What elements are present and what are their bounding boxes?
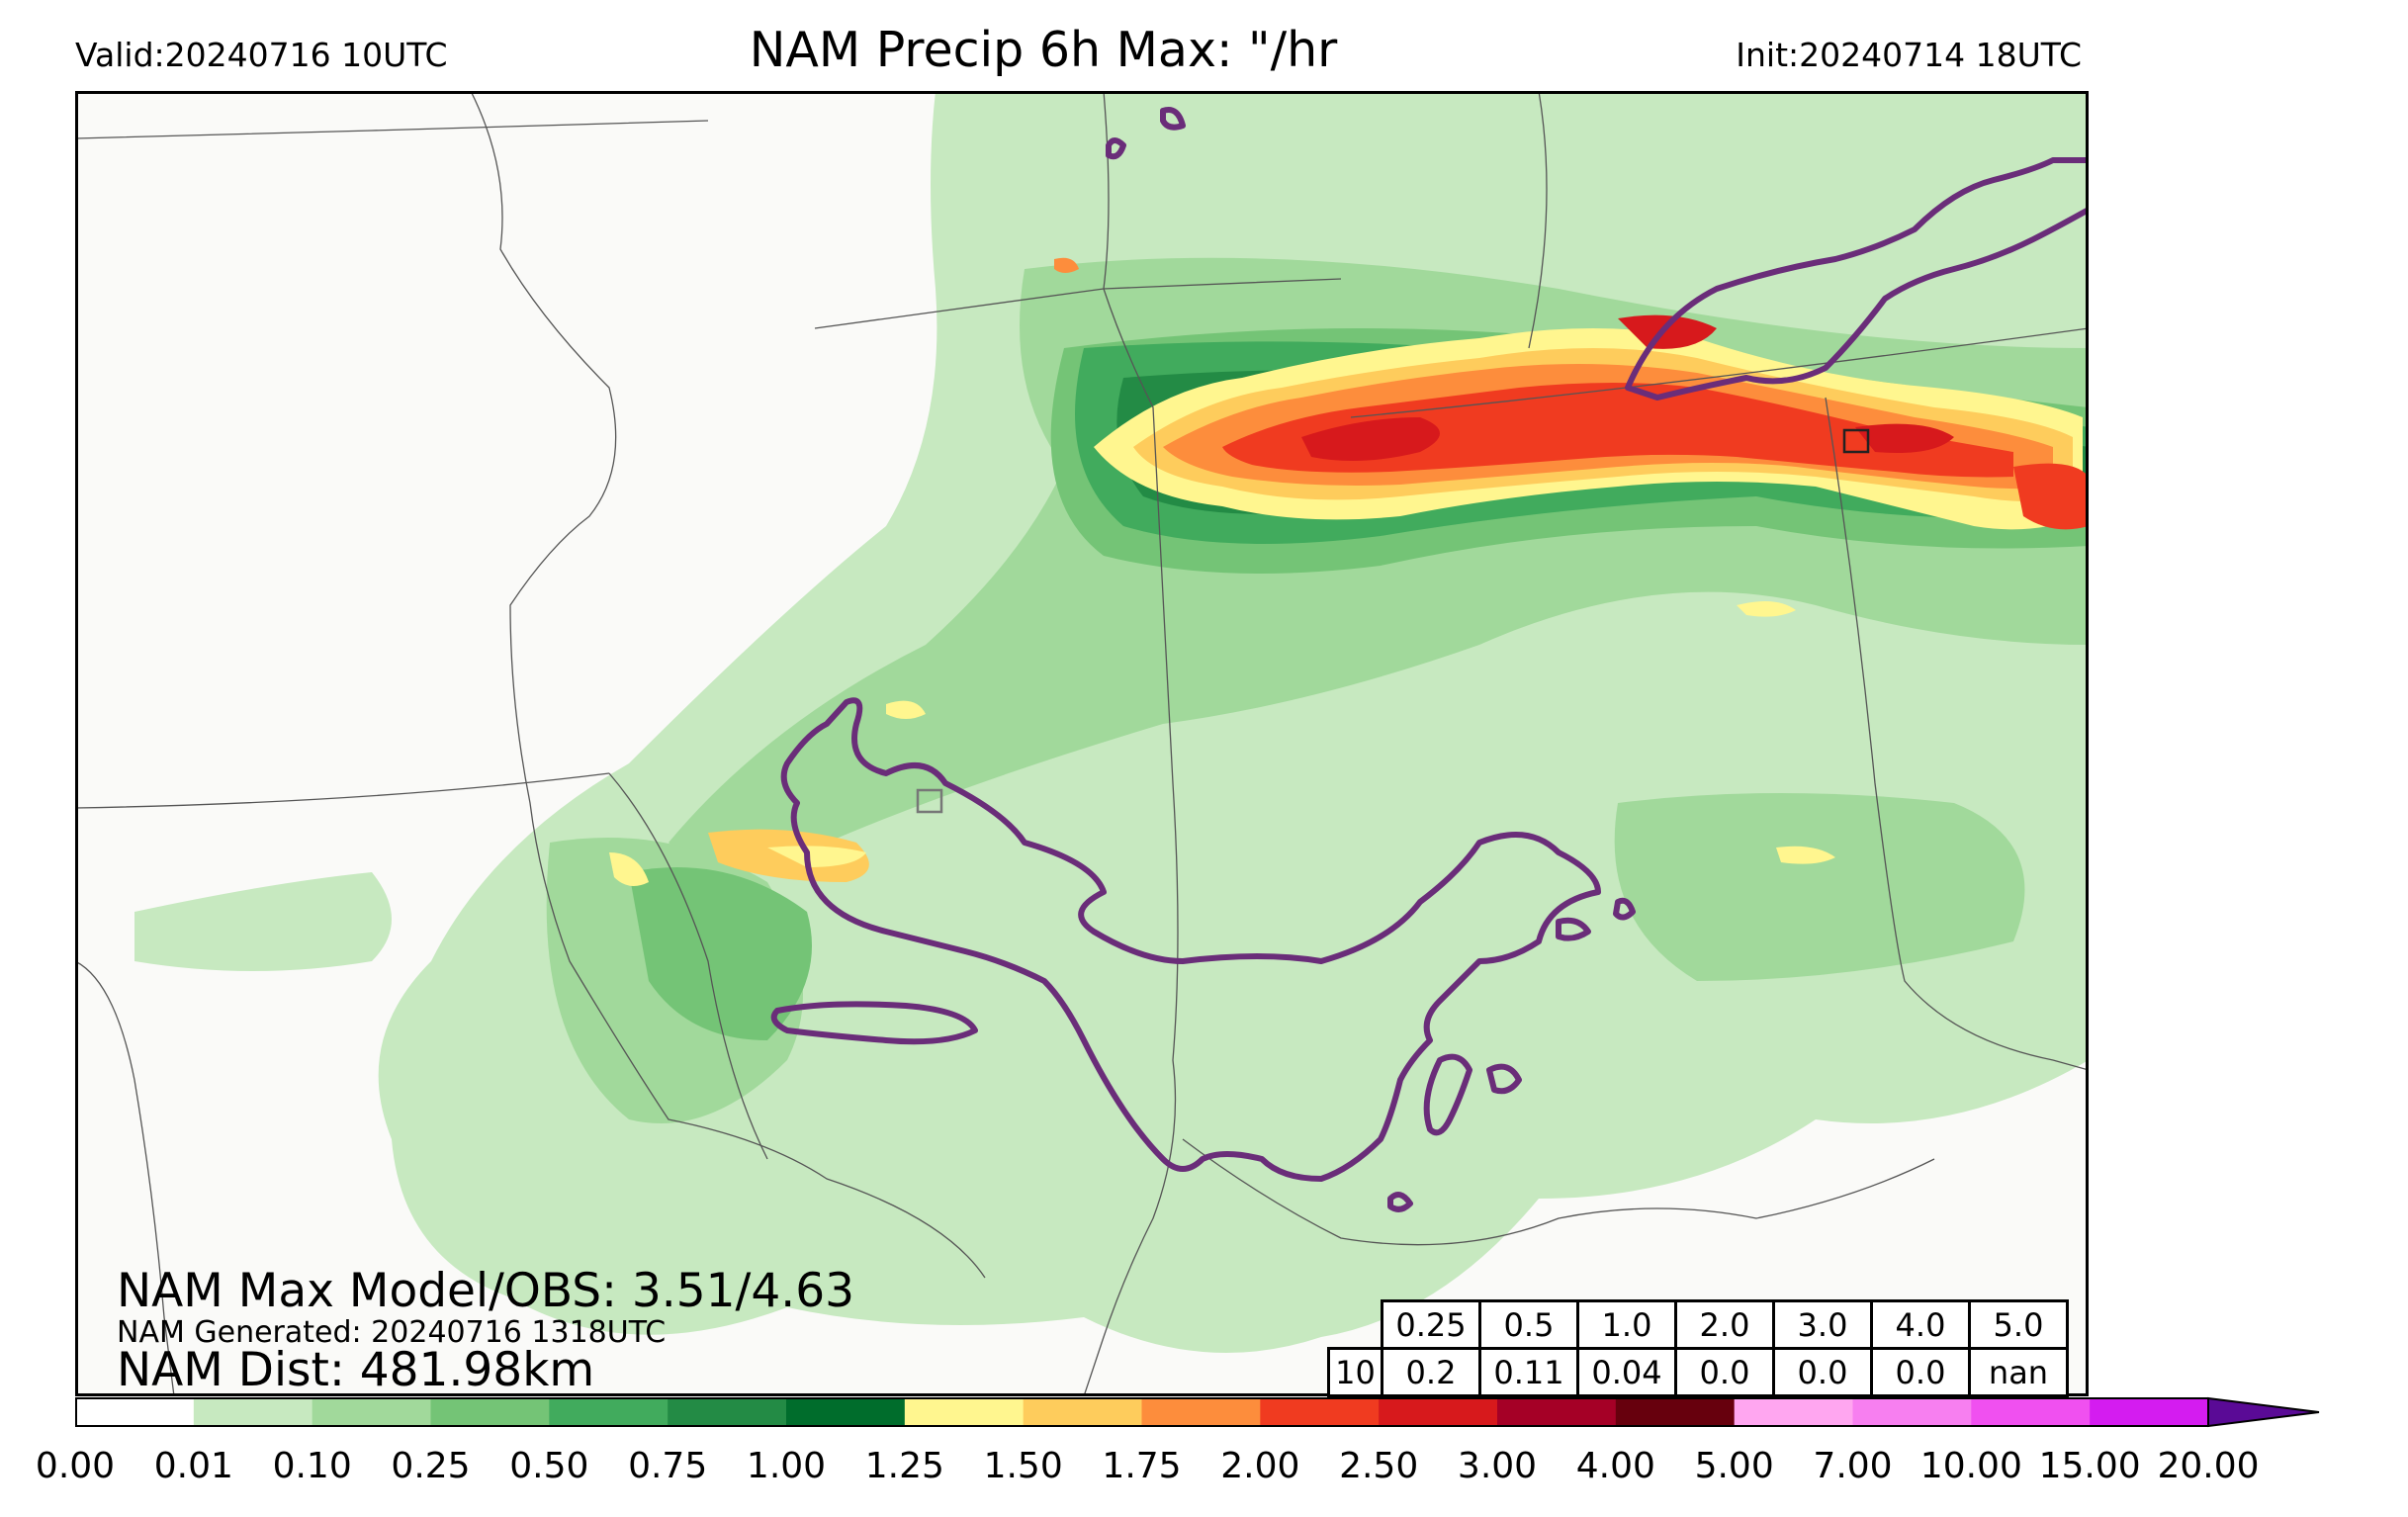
threshold-cell: 3.0 — [1772, 1299, 1873, 1350]
station-marker-ne — [1842, 428, 1870, 454]
distance: NAM Dist: 481.98km — [117, 1343, 595, 1397]
colorbar-tick-label: 0.10 — [272, 1446, 352, 1486]
colorbar-tick-label: 1.75 — [1102, 1446, 1182, 1486]
colorbar-segment — [1971, 1398, 2091, 1426]
colorbar-segment — [2090, 1398, 2209, 1426]
colorbar-segment — [1379, 1398, 1498, 1426]
colorbar-tick-label: 15.00 — [2038, 1446, 2141, 1486]
value-cell: 0.0 — [1674, 1347, 1775, 1397]
obs-contour — [770, 107, 2089, 1212]
colorbar-tick-label: 5.00 — [1694, 1446, 1774, 1486]
colorbar-segment — [1260, 1398, 1380, 1426]
colorbar-segment — [75, 1398, 195, 1426]
colorbar-segment — [1023, 1398, 1142, 1426]
colorbar-segment — [786, 1398, 906, 1426]
colorbar-tick-label: 1.50 — [983, 1446, 1063, 1486]
value-cell: 0.0 — [1772, 1347, 1873, 1397]
colorbar-segment — [1497, 1398, 1617, 1426]
station-marker-sw — [916, 788, 943, 814]
threshold-cell: 0.5 — [1478, 1299, 1579, 1350]
value-cell: nan — [1968, 1347, 2069, 1397]
threshold-table: 0.25 0.5 1.0 2.0 3.0 4.0 5.0 10 0.2 0.11… — [1327, 1299, 2087, 1397]
value-cell: 0.11 — [1478, 1347, 1579, 1397]
max-model-obs: NAM Max Model/OBS: 3.51/4.63 — [117, 1264, 855, 1318]
colorbar-tick-label: 2.50 — [1339, 1446, 1419, 1486]
state-borders — [75, 91, 2089, 1396]
colorbar-tick-label: 0.01 — [153, 1446, 233, 1486]
colorbar-segment — [1615, 1398, 1736, 1426]
valid-time: Valid:20240716 10UTC — [75, 36, 448, 74]
init-time: Init:20240714 18UTC — [1736, 36, 2082, 74]
colorbar-tick-label: 20.00 — [2157, 1446, 2260, 1486]
colorbar-tick-label: 7.00 — [1813, 1446, 1893, 1486]
value-cell: 0.2 — [1381, 1347, 1481, 1397]
colorbar-segment — [1734, 1398, 1853, 1426]
colorbar-tick-label: 1.00 — [746, 1446, 827, 1486]
colorbar-segment — [1852, 1398, 1972, 1426]
colorbar-tick-label: 3.00 — [1457, 1446, 1538, 1486]
value-cell: 0.04 — [1576, 1347, 1677, 1397]
colorbar-segment — [193, 1398, 313, 1426]
colorbar-segment — [312, 1398, 431, 1426]
colorbar-segment — [668, 1398, 787, 1426]
colorbar-tick-label: 0.00 — [35, 1446, 116, 1486]
threshold-cell: 5.0 — [1968, 1299, 2069, 1350]
colorbar-segment — [1141, 1398, 1261, 1426]
chart-title: NAM Precip 6h Max: "/hr — [749, 22, 1338, 78]
colorbar-tick-label: 10.00 — [1919, 1446, 2022, 1486]
precip-field — [134, 91, 2089, 1353]
colorbar-segment — [549, 1398, 669, 1426]
threshold-cell: 4.0 — [1870, 1299, 1971, 1350]
threshold-cell: 2.0 — [1674, 1299, 1775, 1350]
colorbar-segment — [430, 1398, 550, 1426]
colorbar-tick-label: 0.25 — [391, 1446, 471, 1486]
colorbar-tick-label: 4.00 — [1575, 1446, 1655, 1486]
colorbar — [75, 1396, 2320, 1428]
precip-map — [75, 91, 2089, 1396]
generated-time: NAM Generated: 20240716 1318UTC — [117, 1315, 667, 1350]
colorbar-extend-arrow — [2207, 1396, 2320, 1428]
colorbar-tick-label: 2.00 — [1220, 1446, 1300, 1486]
row-label-cell: 10 — [1327, 1347, 1383, 1397]
colorbar-segment — [904, 1398, 1025, 1426]
colorbar-tick-label: 0.50 — [509, 1446, 589, 1486]
threshold-cell: 0.25 — [1381, 1299, 1481, 1350]
colorbar-tick-label: 1.25 — [864, 1446, 944, 1486]
threshold-cell: 1.0 — [1576, 1299, 1677, 1350]
colorbar-tick-label: 0.75 — [628, 1446, 708, 1486]
value-cell: 0.0 — [1870, 1347, 1971, 1397]
